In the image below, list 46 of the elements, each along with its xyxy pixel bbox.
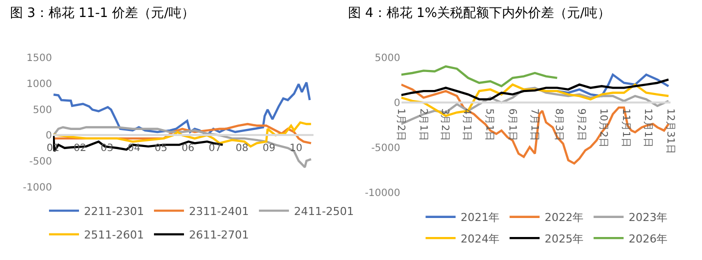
- x-tick-label: 9月2日: [575, 108, 586, 142]
- legend-label: 2211-2301: [84, 204, 144, 218]
- x-tick-label: 1月2日: [395, 108, 406, 142]
- legend-label: 2026年: [628, 232, 668, 246]
- y-tick-label: 5000: [374, 53, 400, 64]
- x-tick-label: 7月1日: [528, 108, 540, 142]
- x-tick-label: 08: [236, 142, 248, 154]
- x-tick-label: 11月1日: [620, 108, 631, 148]
- x-tick-label: 2月1日: [417, 108, 428, 142]
- y-tick-label: 0: [46, 130, 52, 142]
- legend-label: 2022年: [544, 211, 584, 224]
- y-tick-label: 1000: [26, 78, 52, 90]
- legend-label: 2025年: [544, 232, 584, 246]
- x-tick-label: 12月31日: [664, 108, 676, 154]
- legend-label: 2311-2401: [188, 204, 249, 218]
- x-tick-label: 8月3日: [553, 108, 564, 142]
- y-tick-label: 0: [394, 98, 400, 110]
- line-series: [556, 74, 670, 98]
- y-tick-label: -500: [29, 156, 52, 168]
- x-tick-label: 09: [262, 142, 276, 154]
- chart-title: 图 3：棉花 11-1 价差（元/吨）: [10, 6, 195, 21]
- legend-label: 2024年: [460, 232, 500, 246]
- x-tick-label: 12月1日: [642, 108, 654, 148]
- x-tick-label: 10月2日: [598, 108, 609, 148]
- x-tick-label: 10: [290, 142, 302, 154]
- x-tick-label: 05: [154, 142, 168, 154]
- line-series: [52, 81, 311, 136]
- y-tick-label: 1500: [26, 53, 52, 64]
- line-series: [401, 65, 558, 88]
- legend-label: 2023年: [628, 211, 668, 224]
- legend-label: 2511-2601: [84, 228, 144, 242]
- legend-label: 2021年: [460, 211, 500, 224]
- y-tick-label: -1000: [22, 182, 52, 194]
- y-tick-label: 500: [32, 104, 52, 116]
- x-tick-label: 3月2日: [438, 108, 450, 142]
- x-tick-label: 5月1日: [483, 108, 494, 142]
- y-tick-label: -5000: [371, 143, 400, 154]
- x-tick-label: 4月1日: [461, 108, 472, 142]
- legend-label: 2411-2501: [294, 204, 354, 218]
- x-tick-label: 07: [208, 142, 222, 154]
- y-tick-label: -10000: [364, 188, 400, 200]
- line-series: [401, 78, 670, 100]
- legend-label: 2611-2701: [188, 228, 249, 242]
- chart-title: 图 4：棉花 1%关税配额下内外价差（元/吨）: [348, 6, 611, 21]
- x-tick-label: 6月1日: [506, 108, 518, 142]
- x-tick-label: 06: [182, 142, 194, 154]
